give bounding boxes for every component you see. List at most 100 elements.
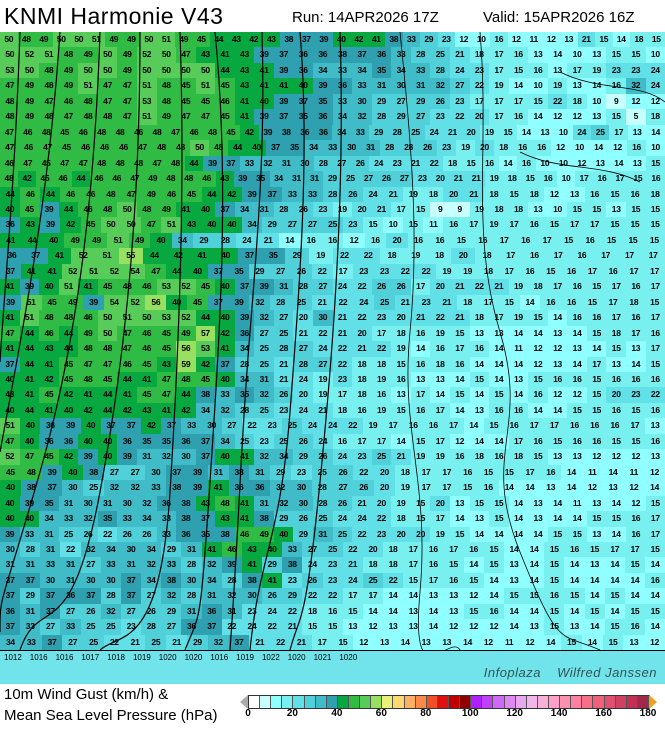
gust-value: 44 — [142, 248, 167, 264]
gust-value: 53 — [156, 279, 177, 295]
gust-value: 25 — [430, 47, 450, 63]
grid-row: 37 41 41 52 51 52 54 47 44 40 37 35 29 27 26 22 17 23 23 22… — [0, 263, 665, 280]
gust-value: 37 — [166, 464, 188, 481]
gust-value: 49 — [78, 325, 98, 342]
gust-value: 14 — [483, 572, 504, 589]
gust-value: 27 — [141, 588, 162, 604]
gust-value: 15 — [586, 279, 607, 295]
gust-value: 34 — [100, 541, 121, 558]
gust-value: 16 — [645, 433, 665, 450]
gust-value: 16 — [624, 186, 645, 202]
gust-value: 45 — [97, 279, 118, 295]
gust-value: 17 — [644, 263, 665, 280]
gust-value: 16 — [443, 572, 464, 589]
gust-value: 45 — [156, 325, 177, 342]
gust-value: 15 — [410, 495, 431, 512]
gust-value: 17 — [508, 433, 529, 450]
gust-value: 15 — [463, 603, 484, 620]
gust-value: 50 — [195, 62, 216, 79]
grid-row: 48 49 47 46 48 47 47 53 48 45 45 46 41 40 39 37 35 33 30 29… — [0, 93, 665, 110]
gust-value: 45 — [176, 93, 196, 110]
gust-value: 12 — [572, 155, 591, 172]
gust-value: 39 — [273, 62, 294, 79]
gust-value: 15 — [410, 511, 431, 527]
gust-value: 13 — [547, 356, 568, 372]
gust-value: 45 — [36, 155, 56, 172]
gust-value: 27 — [410, 109, 431, 125]
gust-value: 18 — [630, 32, 648, 48]
gust-value: 52 — [176, 310, 196, 326]
gust-value: 30 — [40, 572, 61, 589]
gust-value: 15 — [561, 634, 582, 651]
gust-value: 14 — [547, 402, 568, 419]
gust-value: 31 — [221, 603, 242, 620]
gust-value: 28 — [410, 47, 431, 63]
gust-value: 32 — [258, 155, 278, 172]
grid-row: 47 46 48 45 46 48 48 46 48 47 46 48 45 42 39 38 36 36 34 33… — [0, 124, 665, 141]
gust-value: 38 — [83, 464, 104, 481]
gust-value: 16 — [528, 62, 548, 79]
gust-value: 13 — [626, 341, 646, 357]
grid-row: 52 47 45 42 39 40 39 31 32 30 37 40 41 32 34 29 26 24 23 25… — [0, 449, 665, 465]
gust-value: 18 — [371, 356, 392, 372]
gust-value: 26 — [78, 526, 98, 542]
gust-value: 19 — [430, 526, 450, 542]
gust-value: 47 — [156, 371, 177, 388]
gust-value: 13 — [503, 572, 525, 589]
gust-value: 25 — [406, 124, 425, 141]
color-scale-tick-label: 20 — [286, 708, 298, 719]
gust-value: 25 — [371, 449, 392, 465]
gust-value: 19 — [456, 140, 475, 156]
gust-value: 25 — [313, 511, 333, 527]
gust-value: 42 — [141, 418, 162, 434]
gust-value: 37 — [161, 418, 182, 434]
gust-value: 34 — [269, 171, 288, 187]
gust-value: 37 — [237, 248, 262, 264]
gust-value: 20 — [352, 201, 372, 218]
gust-value: 34 — [0, 634, 21, 651]
gust-value: 16 — [567, 310, 587, 326]
gust-value: 16 — [584, 418, 605, 434]
gust-value: 39 — [258, 124, 278, 141]
gust-value: 22 — [103, 634, 125, 651]
gust-value: 29 — [20, 588, 41, 604]
gust-value: 45 — [41, 294, 63, 311]
gust-value: 12 — [443, 619, 464, 635]
gust-value: 16 — [592, 171, 611, 187]
gust-value: 46 — [78, 310, 98, 326]
gust-value: 41 — [19, 387, 40, 403]
gust-value: 11 — [567, 495, 587, 512]
gust-value: 14 — [489, 433, 509, 450]
gust-value: 48 — [39, 310, 59, 326]
gust-value: 24 — [302, 418, 323, 434]
gust-value: 40 — [215, 449, 235, 465]
gust-value: 17 — [581, 263, 603, 280]
gust-value: 32 — [254, 449, 274, 465]
gust-value: 15 — [586, 325, 607, 342]
gust-value: 37 — [262, 186, 283, 202]
gust-value: 34 — [39, 511, 59, 527]
gust-value: 17 — [626, 325, 646, 342]
gust-value: 16 — [322, 603, 343, 620]
gust-value: 26 — [342, 186, 363, 202]
gust-value: 15 — [645, 603, 665, 620]
gust-value: 29 — [410, 93, 431, 110]
gust-value: 15 — [604, 217, 625, 233]
gust-value: 25 — [362, 572, 383, 589]
gust-value: 12 — [644, 464, 665, 481]
gust-value: 53 — [156, 310, 177, 326]
gust-value: 52 — [124, 294, 146, 311]
gust-value: 49 — [105, 32, 123, 48]
gust-value: 15 — [302, 619, 323, 635]
color-scale-tick-label: 0 — [245, 708, 251, 719]
gust-value: 39 — [39, 201, 59, 218]
gust-value: 17 — [489, 109, 509, 125]
gust-value: 51 — [83, 263, 104, 280]
gust-value: 11 — [623, 464, 645, 481]
gust-value: 14 — [498, 155, 518, 172]
gust-value: 40 — [19, 433, 40, 450]
gust-value: 14 — [524, 603, 545, 620]
gust-value: 14 — [469, 433, 490, 450]
gust-value: 47 — [195, 109, 216, 125]
gust-value: 18 — [382, 557, 404, 573]
